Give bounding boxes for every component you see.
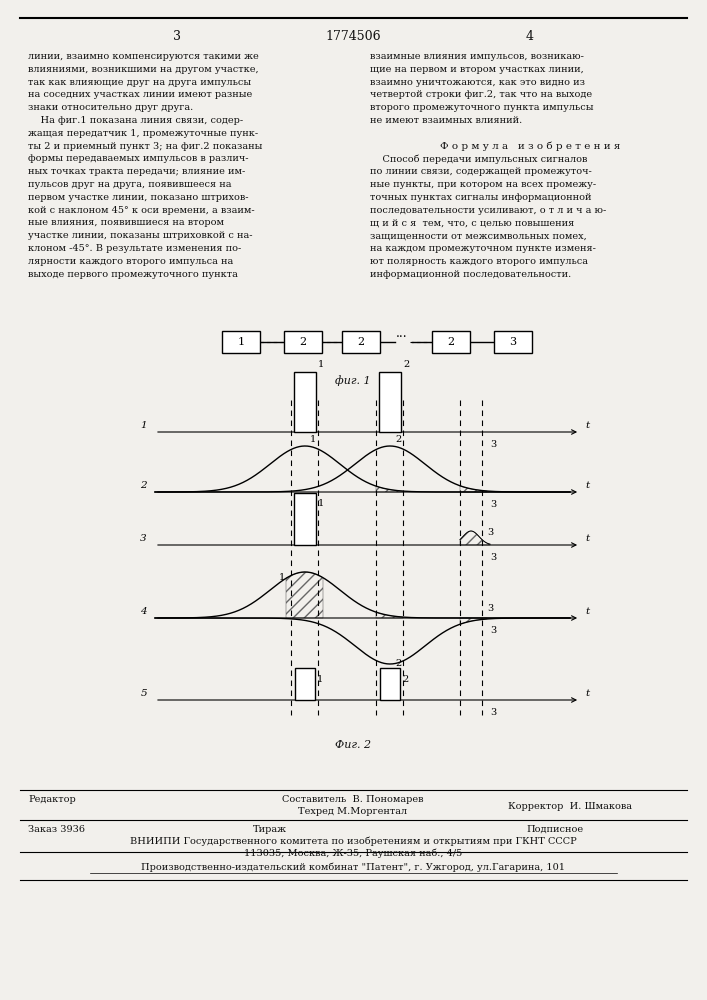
Text: ВНИИПИ Государственного комитета по изобретениям и открытиям при ГКНТ СССР: ВНИИПИ Государственного комитета по изоб… xyxy=(129,837,576,846)
Text: Редактор: Редактор xyxy=(28,795,76,804)
Text: 2: 2 xyxy=(403,360,409,369)
Text: 1: 1 xyxy=(318,360,325,369)
Text: четвертой строки фиг.2, так что на выходе: четвертой строки фиг.2, так что на выход… xyxy=(370,90,592,99)
Text: ные влияния, появившиеся на втором: ные влияния, появившиеся на втором xyxy=(28,218,224,227)
Text: так как влияющие друг на друга импульсы: так как влияющие друг на друга импульсы xyxy=(28,78,251,87)
Bar xyxy=(379,372,401,432)
Text: 3: 3 xyxy=(510,337,517,347)
Text: Ф о р м у л а   и з о б р е т е н и я: Ф о р м у л а и з о б р е т е н и я xyxy=(440,142,620,151)
Text: 2: 2 xyxy=(402,676,408,684)
Text: t: t xyxy=(585,481,589,490)
Text: участке линии, показаны штриховкой с на-: участке линии, показаны штриховкой с на- xyxy=(28,231,252,240)
Text: 2: 2 xyxy=(358,337,365,347)
Text: t: t xyxy=(585,689,589,698)
Text: формы передаваемых импульсов в различ-: формы передаваемых импульсов в различ- xyxy=(28,154,248,163)
Text: ют полярность каждого второго импульса: ют полярность каждого второго импульса xyxy=(370,257,588,266)
Text: 3: 3 xyxy=(487,604,493,613)
Text: Фиг. 2: Фиг. 2 xyxy=(335,740,371,750)
Text: 4: 4 xyxy=(526,30,534,43)
Text: 113035, Москва, Ж-35, Раушская наб., 4/5: 113035, Москва, Ж-35, Раушская наб., 4/5 xyxy=(244,849,462,858)
Text: ных точках тракта передачи; влияние им-: ных точках тракта передачи; влияние им- xyxy=(28,167,245,176)
Text: 2: 2 xyxy=(448,337,455,347)
Text: 2: 2 xyxy=(395,435,402,444)
Bar xyxy=(222,331,260,353)
Text: кой с наклоном 45° к оси времени, а взаим-: кой с наклоном 45° к оси времени, а взаи… xyxy=(28,206,255,215)
Text: 3: 3 xyxy=(141,534,147,543)
Text: t: t xyxy=(585,421,589,430)
Text: лярности каждого второго импульса на: лярности каждого второго импульса на xyxy=(28,257,233,266)
Text: пульсов друг на друга, появившееся на: пульсов друг на друга, появившееся на xyxy=(28,180,231,189)
Text: 1: 1 xyxy=(141,421,147,430)
Text: первом участке линии, показано штрихов-: первом участке линии, показано штрихов- xyxy=(28,193,248,202)
Text: Производственно-издательский комбинат "Патент", г. Ужгород, ул.Гагарина, 101: Производственно-издательский комбинат "П… xyxy=(141,862,565,871)
Bar xyxy=(294,372,316,432)
Text: 1: 1 xyxy=(318,498,325,508)
Text: ...: ... xyxy=(396,327,408,340)
Text: клоном -45°. В результате изменения по-: клоном -45°. В результате изменения по- xyxy=(28,244,241,253)
Text: 2: 2 xyxy=(300,337,307,347)
Text: 1: 1 xyxy=(279,572,285,582)
Text: 3: 3 xyxy=(490,553,496,562)
Text: ные пункты, при котором на всех промежу-: ные пункты, при котором на всех промежу- xyxy=(370,180,596,189)
Text: На фиг.1 показана линия связи, содер-: На фиг.1 показана линия связи, содер- xyxy=(28,116,243,125)
Text: 1774506: 1774506 xyxy=(325,30,381,43)
Text: влияниями, возникшими на другом участке,: влияниями, возникшими на другом участке, xyxy=(28,65,259,74)
Bar xyxy=(432,331,470,353)
Text: 3: 3 xyxy=(487,528,493,537)
Text: не имеют взаимных влияний.: не имеют взаимных влияний. xyxy=(370,116,522,125)
Text: выходе первого промежуточного пункта: выходе первого промежуточного пункта xyxy=(28,270,238,279)
Text: 5: 5 xyxy=(141,689,147,698)
Text: по линии связи, содержащей промежуточ-: по линии связи, содержащей промежуточ- xyxy=(370,167,592,176)
Text: 3: 3 xyxy=(490,500,496,509)
Text: Способ передачи импульсных сигналов: Способ передачи импульсных сигналов xyxy=(370,154,588,164)
Text: Заказ 3936: Заказ 3936 xyxy=(28,825,85,834)
Bar xyxy=(284,331,322,353)
Text: 3: 3 xyxy=(490,626,496,635)
Text: ты 2 и приемный пункт 3; на фиг.2 показаны: ты 2 и приемный пункт 3; на фиг.2 показа… xyxy=(28,142,262,151)
Text: жащая передатчик 1, промежуточные пунк-: жащая передатчик 1, промежуточные пунк- xyxy=(28,129,258,138)
Bar xyxy=(342,331,380,353)
Text: на соседних участках линии имеют разные: на соседних участках линии имеют разные xyxy=(28,90,252,99)
Text: Подписное: Подписное xyxy=(527,825,583,834)
Text: щие на первом и втором участках линии,: щие на первом и втором участках линии, xyxy=(370,65,584,74)
Text: Тираж: Тираж xyxy=(253,825,287,834)
Text: 1: 1 xyxy=(317,676,323,684)
Text: 3: 3 xyxy=(173,30,181,43)
Text: 2: 2 xyxy=(395,659,402,668)
Text: линии, взаимно компенсируются такими же: линии, взаимно компенсируются такими же xyxy=(28,52,259,61)
Text: 4: 4 xyxy=(141,607,147,616)
Text: точных пунктах сигналы информационной: точных пунктах сигналы информационной xyxy=(370,193,592,202)
Text: взаимные влияния импульсов, возникаю-: взаимные влияния импульсов, возникаю- xyxy=(370,52,584,61)
Text: 3: 3 xyxy=(490,440,496,449)
Text: t: t xyxy=(585,607,589,616)
Text: знаки относительно друг друга.: знаки относительно друг друга. xyxy=(28,103,193,112)
Text: информационной последовательности.: информационной последовательности. xyxy=(370,270,571,279)
Text: на каждом промежуточном пункте изменя-: на каждом промежуточном пункте изменя- xyxy=(370,244,596,253)
Text: второго промежуточного пункта импульсы: второго промежуточного пункта импульсы xyxy=(370,103,593,112)
Text: t: t xyxy=(585,534,589,543)
Text: защищенности от межсимвольных помех,: защищенности от межсимвольных помех, xyxy=(370,231,587,240)
Text: фиг. 1: фиг. 1 xyxy=(335,375,370,386)
Bar xyxy=(295,668,315,700)
Text: 1: 1 xyxy=(310,435,316,444)
Text: последовательности усиливают, о т л и ч а ю-: последовательности усиливают, о т л и ч … xyxy=(370,206,606,215)
Text: щ и й с я  тем, что, с целью повышения: щ и й с я тем, что, с целью повышения xyxy=(370,218,574,227)
Text: взаимно уничтожаются, как это видно из: взаимно уничтожаются, как это видно из xyxy=(370,78,585,87)
Text: 1: 1 xyxy=(238,337,245,347)
Text: 3: 3 xyxy=(490,708,496,717)
Text: Корректор  И. Шмакова: Корректор И. Шмакова xyxy=(508,802,632,811)
Text: Техред М.Моргентал: Техред М.Моргентал xyxy=(298,807,407,816)
Bar xyxy=(380,668,400,700)
Text: Составитель  В. Пономарев: Составитель В. Пономарев xyxy=(282,795,423,804)
Bar xyxy=(494,331,532,353)
Text: 2: 2 xyxy=(141,481,147,490)
Bar xyxy=(294,493,316,545)
